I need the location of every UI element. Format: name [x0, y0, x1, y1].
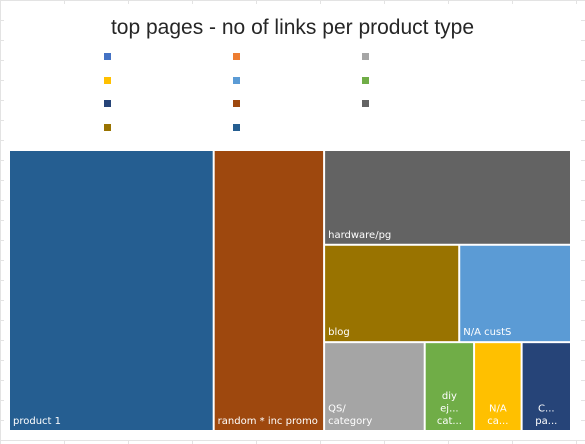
treemap-tile-label: diy: [442, 391, 457, 402]
treemap-tile[interactable]: diy ej...cat...: [425, 343, 474, 430]
treemap-tile-label: ej...: [440, 404, 458, 415]
chart-area[interactable]: top pages - no of links per product type…: [4, 4, 581, 440]
chart-title: top pages - no of links per product type: [110, 16, 475, 39]
treemap-tile-rect: [10, 151, 213, 430]
treemap-tile-rect: [425, 343, 474, 430]
treemap-tile-label: random * inc promo: [218, 416, 318, 427]
treemap-tile-label: N/A: [489, 404, 507, 415]
treemap-tile-label: category: [328, 416, 372, 427]
treemap-tile-label: C...: [538, 404, 555, 415]
treemap-tile-rect: [522, 343, 570, 430]
treemap-tile-label: N/A custS: [463, 327, 511, 338]
treemap-tile-label: blog: [328, 327, 350, 338]
treemap-tile-label: pa...: [535, 416, 557, 427]
treemap-tile-label: ca...: [487, 416, 508, 427]
treemap-tile-label: QS/: [328, 404, 346, 415]
treemap-tile-label: hardware/pg: [328, 230, 391, 241]
treemap-tile-rect: [325, 151, 570, 244]
treemap-tile-rect: [325, 343, 424, 430]
treemap-plot: product 1 random * inc promo hardware/pg bl…: [10, 151, 570, 430]
treemap-tile[interactable]: N/Aca...: [475, 343, 521, 430]
treemap-tile[interactable]: random * inc promo: [214, 151, 324, 430]
treemap-tile[interactable]: blog: [325, 245, 459, 342]
treemap-tile[interactable]: QS/category: [325, 343, 424, 430]
treemap-tile-rect: [475, 343, 521, 430]
treemap-tile[interactable]: hardware/pg: [325, 151, 570, 244]
treemap-tile-rect: [460, 245, 570, 342]
treemap-tile-label: cat...: [437, 416, 462, 427]
treemap-tile-rect: [325, 245, 459, 342]
treemap-tile[interactable]: N/A custS: [460, 245, 570, 342]
treemap-tile[interactable]: C...pa...: [522, 343, 570, 430]
treemap-tile-rect: [214, 151, 324, 430]
treemap-tile-label: product 1: [13, 416, 61, 427]
treemap-tile[interactable]: product 1: [10, 151, 213, 430]
